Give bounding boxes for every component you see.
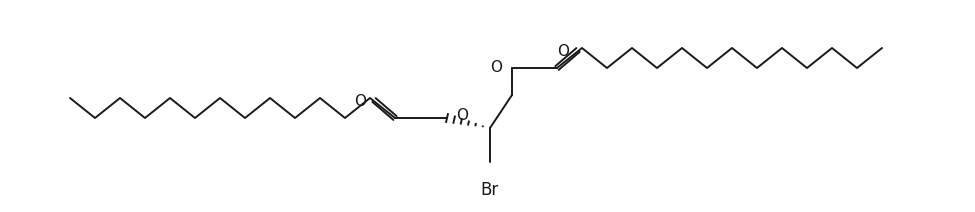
Text: Br: Br xyxy=(481,181,499,199)
Text: O: O xyxy=(354,93,366,109)
Text: O: O xyxy=(490,60,502,75)
Text: O: O xyxy=(557,45,569,60)
Text: O: O xyxy=(456,107,468,123)
